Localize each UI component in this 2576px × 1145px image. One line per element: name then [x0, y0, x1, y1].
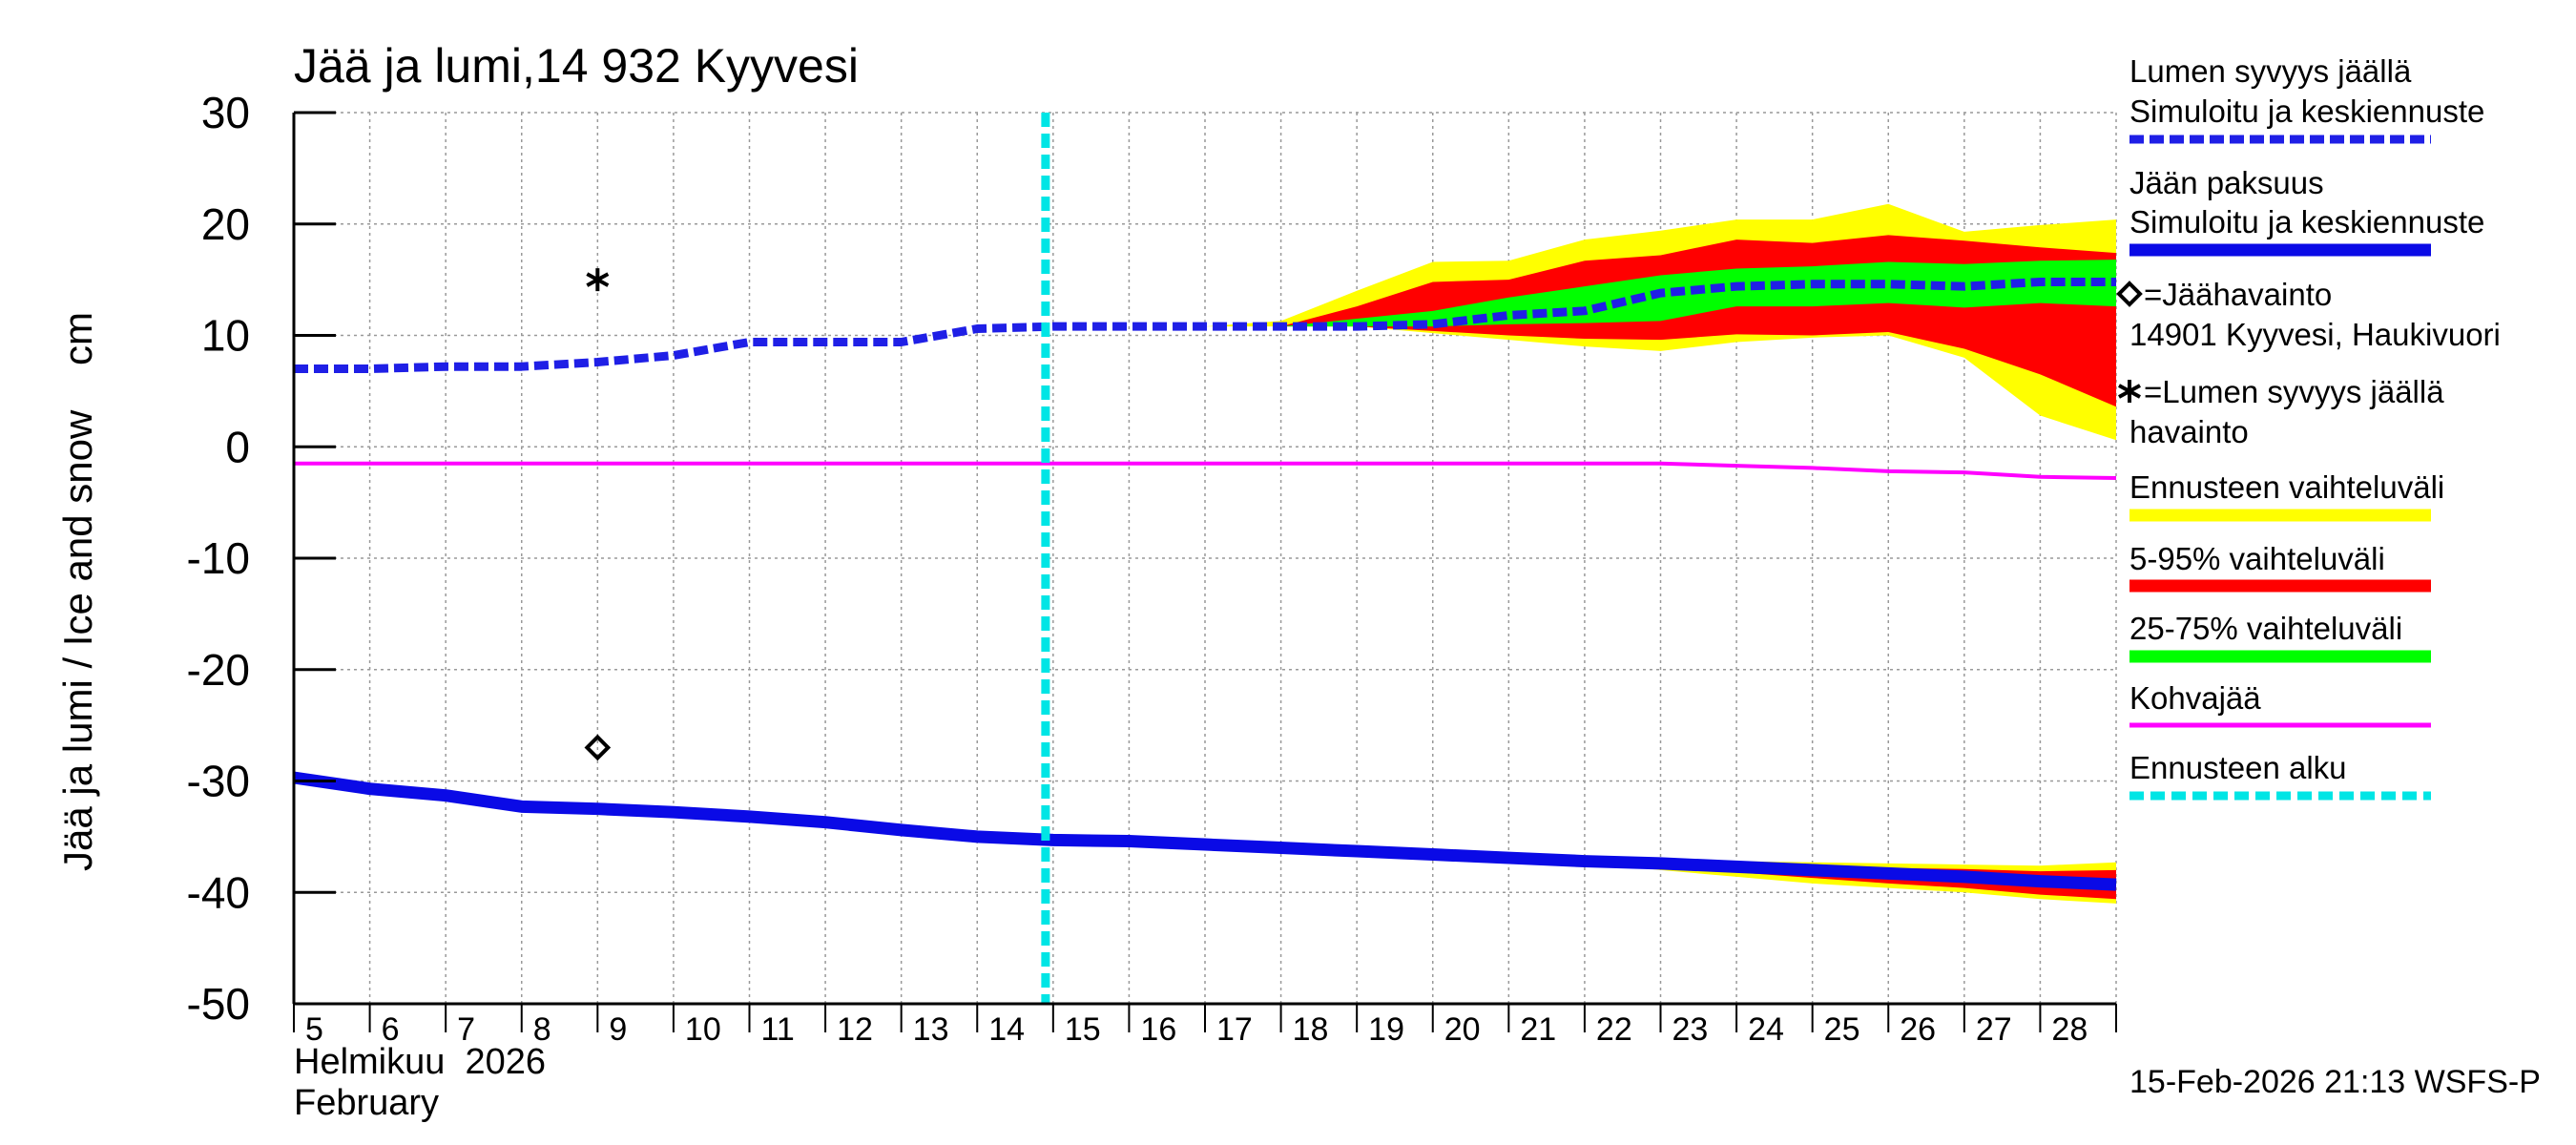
- x-tick-label: 21: [1520, 1011, 1556, 1048]
- x-tick-label: 14: [988, 1011, 1025, 1048]
- y-tick-label: 10: [201, 311, 250, 361]
- legend-ice-title: Jään paksuus: [2129, 165, 2324, 200]
- x-tick-label: 7: [457, 1011, 475, 1048]
- plot-area: 30 20 10 0 -10 -20 -30 -40 -50 5 6 7 8 9 10 11 12 13 14 15 1…: [187, 88, 2117, 1048]
- legend-snow-obs-line1: =Lumen syvyys jäällä: [2144, 374, 2444, 409]
- x-month-label-en: February: [294, 1083, 439, 1123]
- x-tick-label: 15: [1065, 1011, 1101, 1048]
- x-tick-label: 17: [1216, 1011, 1253, 1048]
- slush-line: [294, 461, 2117, 480]
- ice-thickness-line: [293, 771, 2117, 891]
- x-tick-label: 9: [609, 1011, 627, 1048]
- x-tick-label: 27: [1976, 1011, 2012, 1048]
- snow-observation-asterisk-icon: [2118, 380, 2141, 403]
- legend-ice-obs-line2: 14901 Kyyvesi, Haukivuori: [2129, 317, 2501, 352]
- x-tick-label: 16: [1140, 1011, 1176, 1048]
- x-tick-label: 11: [761, 1011, 795, 1048]
- legend-ice-obs-line1: =Jäähavainto: [2144, 277, 2332, 312]
- legend-range-5-95: 5-95% vaihteluväli: [2129, 541, 2385, 576]
- legend-forecast-start: Ennusteen alku: [2129, 750, 2347, 785]
- y-tick-label: -20: [187, 645, 250, 695]
- snow-depth-line: [294, 277, 2116, 374]
- legend-slush: Kohvajää: [2129, 680, 2261, 716]
- legend-snow-sub: Simuloitu ja keskiennuste: [2129, 94, 2484, 129]
- ice-observation-diamond-icon: [2116, 281, 2143, 307]
- y-tick-label: -10: [187, 533, 250, 583]
- legend-range-25-75: 25-75% vaihteluväli: [2129, 611, 2402, 646]
- legend-ice-sub: Simuloitu ja keskiennuste: [2129, 204, 2484, 239]
- x-tick-label: 8: [533, 1011, 551, 1048]
- y-axis-label: Jää ja lumi / Ice and snow cm: [55, 312, 100, 871]
- ice-observation-marker: [584, 734, 612, 761]
- y-tick-label: -50: [187, 979, 250, 1029]
- snow-observation-marker: [586, 268, 610, 292]
- x-tick-label: 6: [382, 1011, 400, 1048]
- chart-title: Jää ja lumi,14 932 Kyyvesi: [294, 39, 859, 93]
- legend-snow-title: Lumen syvyys jäällä: [2129, 53, 2412, 89]
- x-tick-label: 12: [837, 1011, 873, 1048]
- timestamp: 15-Feb-2026 21:13 WSFS-P: [2129, 1064, 2541, 1100]
- y-tick-label: 20: [201, 199, 250, 249]
- x-tick-label: 13: [913, 1011, 949, 1048]
- y-tick-label: -30: [187, 757, 250, 806]
- y-tick-label: 0: [225, 422, 250, 471]
- snow-observation-stroke: [586, 272, 610, 287]
- legend-range-full: Ennusteen vaihteluväli: [2129, 469, 2444, 505]
- y-tick-label: 30: [201, 88, 250, 137]
- x-tick-label: 25: [1824, 1011, 1860, 1048]
- x-tick-label: 26: [1900, 1011, 1936, 1048]
- x-tick-label: 19: [1368, 1011, 1404, 1048]
- y-tick-label: -40: [187, 867, 250, 917]
- legend: Lumen syvyys jäällä Simuloitu ja keskien…: [2116, 53, 2501, 801]
- legend-snow-obs-line2: havainto: [2129, 414, 2249, 449]
- x-month-label-fi: Helmikuu 2026: [294, 1042, 546, 1082]
- x-tick-label: 22: [1596, 1011, 1632, 1048]
- x-tick-label: 23: [1672, 1011, 1709, 1048]
- x-tick-label: 20: [1444, 1011, 1481, 1048]
- x-tick-label: 18: [1293, 1011, 1329, 1048]
- x-tick-label: 28: [2051, 1011, 2088, 1048]
- x-tick-label: 5: [305, 1011, 323, 1048]
- x-tick-label: 24: [1748, 1011, 1784, 1048]
- x-tick-label: 10: [685, 1011, 721, 1048]
